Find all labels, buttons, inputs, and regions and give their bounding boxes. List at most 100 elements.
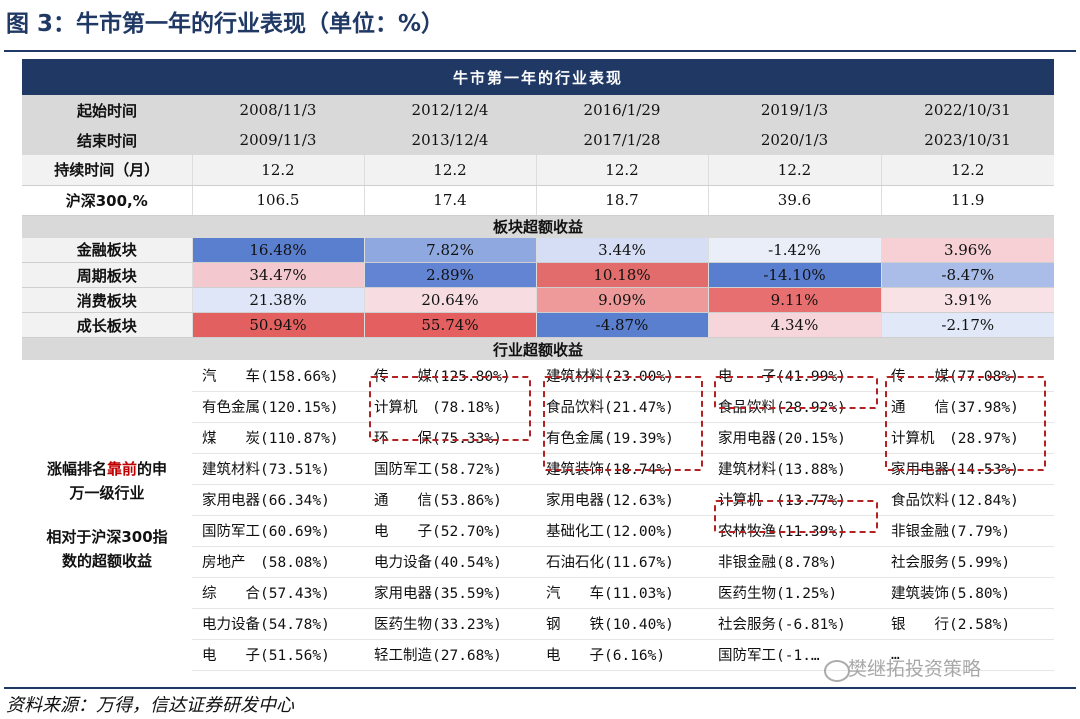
industry-row: 煤 炭(110.87%) 环 保(75.33%) 有色金属(19.39%) 家用电器(… xyxy=(22,422,1055,454)
industry-cell: 家用电器(66.34%) xyxy=(192,484,364,516)
industry-cell: 有色金属(120.15%) xyxy=(192,391,364,423)
industry-cell: 汽 车(11.03%) xyxy=(536,577,708,609)
industry-cell: 有色金属(19.39%) xyxy=(536,422,708,454)
industry-row: 有色金属(120.15%) 计算机 (78.18%) 食品饮料(21.47%) 食品饮… xyxy=(22,391,1055,423)
sector-value: 21.38% xyxy=(191,287,364,313)
industry-cell: 国防军工(60.69%) xyxy=(192,515,364,547)
top-rule xyxy=(4,50,1076,52)
industry-cell: 食品饮料(12.84%) xyxy=(881,484,1055,516)
industry-cell: 煤 炭(110.87%) xyxy=(192,422,364,454)
duration-value: 12.2 xyxy=(535,155,708,186)
industry-cell: 综 合(57.43%) xyxy=(192,577,364,609)
industry-cell: 房地产 (58.08%) xyxy=(192,546,364,578)
industry-table: 牛市第一年的行业表现 起始时间 2008/11/3 2012/12/4 2016… xyxy=(22,59,1055,671)
sector-value: 55.74% xyxy=(363,312,536,338)
sector-label: 消费板块 xyxy=(22,287,192,313)
industry-cell: 汽 车(158.66%) xyxy=(192,360,364,392)
industry-row: 国防军工(60.69%) 电 子(52.70%) 基础化工(12.00%) 农林牧渔(… xyxy=(22,515,1055,547)
figure-title: 图 3：牛市第一年的行业表现（单位：%） xyxy=(6,11,445,37)
industry-cell: 国防军工(58.72%) xyxy=(364,453,536,485)
industry-cell: 建筑材料(73.51%) xyxy=(192,453,364,485)
industry-cell: 非银金融(7.79%) xyxy=(881,515,1055,547)
sector-value: 3.44% xyxy=(535,237,708,263)
industry-cell: 医药生物(1.25%) xyxy=(708,577,881,609)
industry-cell: 银 行(2.58%) xyxy=(881,608,1055,640)
sector-label: 成长板块 xyxy=(22,312,192,338)
row-label-end: 结束时间 xyxy=(22,125,192,155)
highlight-box xyxy=(369,376,531,441)
row-label-start: 起始时间 xyxy=(22,95,192,125)
hs300-value: 17.4 xyxy=(363,185,536,216)
sector-value: 3.96% xyxy=(880,237,1055,263)
industry-cell: 社会服务(5.99%) xyxy=(881,546,1055,578)
sector-value: -4.87% xyxy=(535,312,708,338)
industry-cell: 电 子(52.70%) xyxy=(364,515,536,547)
industry-row: 综 合(57.43%) 家用电器(35.59%) 汽 车(11.03%) 医药生物(1… xyxy=(22,577,1055,609)
industry-cell: 建筑材料(13.88%) xyxy=(708,453,881,485)
industry-ranking-body: 涨幅排名靠前的申 万一级行业 相对于沪深300指 数的超额收益汽 车(158.66%)… xyxy=(22,360,1055,671)
industry-cell: 食品饮料(21.47%) xyxy=(536,391,708,423)
industry-cell: 电 子(41.99%) xyxy=(708,360,881,392)
industry-cell: 电 子(51.56%) xyxy=(192,639,364,671)
row-label-duration: 持续时间（月） xyxy=(22,155,192,186)
sector-value: -14.10% xyxy=(707,262,881,288)
bottom-rule xyxy=(4,687,1076,689)
sector-value: 7.82% xyxy=(363,237,536,263)
sector-value: 3.91% xyxy=(880,287,1055,313)
sector-value: 9.11% xyxy=(707,287,881,313)
sector-value: 16.48% xyxy=(191,237,364,263)
end-date: 2020/1/3 xyxy=(708,125,881,155)
industry-cell: 电力设备(54.78%) xyxy=(192,608,364,640)
duration-value: 12.2 xyxy=(707,155,881,186)
industry-cell: … xyxy=(881,639,1055,671)
sector-value: 20.64% xyxy=(363,287,536,313)
hs300-value: 18.7 xyxy=(535,185,708,216)
duration-value: 12.2 xyxy=(363,155,536,186)
industry-row: 电力设备(54.78%) 医药生物(33.23%) 钢 铁(10.40%) 社会服务(… xyxy=(22,608,1055,640)
industry-cell: 家用电器(20.15%) xyxy=(708,422,881,454)
highlight-box xyxy=(714,376,878,409)
sector-value: 34.47% xyxy=(191,262,364,288)
industry-cell: 石油石化(11.67%) xyxy=(536,546,708,578)
sector-label: 周期板块 xyxy=(22,262,192,288)
end-date: 2017/1/28 xyxy=(536,125,708,155)
wechat-icon xyxy=(824,660,850,682)
hs300-value: 106.5 xyxy=(191,185,364,216)
industry-cell: 钢 铁(10.40%) xyxy=(536,608,708,640)
industry-cell: 国防军工(-1.… xyxy=(708,639,881,671)
industry-cell: 计算机 (78.18%) xyxy=(364,391,536,423)
industry-cell: 建筑装饰(5.80%) xyxy=(881,577,1055,609)
highlight-box xyxy=(714,500,878,533)
sector-value: 10.18% xyxy=(535,262,708,288)
sector-value: 50.94% xyxy=(191,312,364,338)
hs300-value: 11.9 xyxy=(880,185,1055,216)
start-date: 2019/1/3 xyxy=(708,95,881,125)
industry-cell: 社会服务(-6.81%) xyxy=(708,608,881,640)
section-industry-heading: 行业超额收益 xyxy=(22,337,1055,360)
sector-label: 金融板块 xyxy=(22,237,192,263)
watermark: 樊继拓投资策略 xyxy=(848,658,982,680)
industry-cell: 电 子(6.16%) xyxy=(536,639,708,671)
industry-row: 涨幅排名靠前的申 万一级行业 相对于沪深300指 数的超额收益汽 车(158.66%)… xyxy=(22,360,1055,670)
industry-cell: 非银金融(8.78%) xyxy=(708,546,881,578)
end-date: 2023/10/31 xyxy=(881,125,1055,155)
start-date: 2012/12/4 xyxy=(364,95,536,125)
industry-row: 房地产 (58.08%) 电力设备(40.54%) 石油石化(11.67%) 非银金融… xyxy=(22,546,1055,578)
section-sector-heading: 板块超额收益 xyxy=(22,215,1055,238)
duration-value: 12.2 xyxy=(880,155,1055,186)
sector-value: 9.09% xyxy=(535,287,708,313)
industry-cell: 家用电器(12.63%) xyxy=(536,484,708,516)
industry-cell: 通 信(37.98%) xyxy=(881,391,1055,423)
industry-cell: 家用电器(35.59%) xyxy=(364,577,536,609)
sector-value: -8.47% xyxy=(880,262,1055,288)
table-title: 牛市第一年的行业表现 xyxy=(22,59,1055,95)
hs300-value: 39.6 xyxy=(707,185,881,216)
highlight-box xyxy=(543,376,703,471)
row-label-hs300: 沪深300,% xyxy=(22,185,192,216)
sector-value: -1.42% xyxy=(707,237,881,263)
left-note: 涨幅排名靠前的申 万一级行业 相对于沪深300指 数的超额收益 xyxy=(22,360,192,670)
start-date: 2016/1/29 xyxy=(536,95,708,125)
duration-value: 12.2 xyxy=(191,155,364,186)
end-date: 2013/12/4 xyxy=(364,125,536,155)
industry-cell: 电力设备(40.54%) xyxy=(364,546,536,578)
